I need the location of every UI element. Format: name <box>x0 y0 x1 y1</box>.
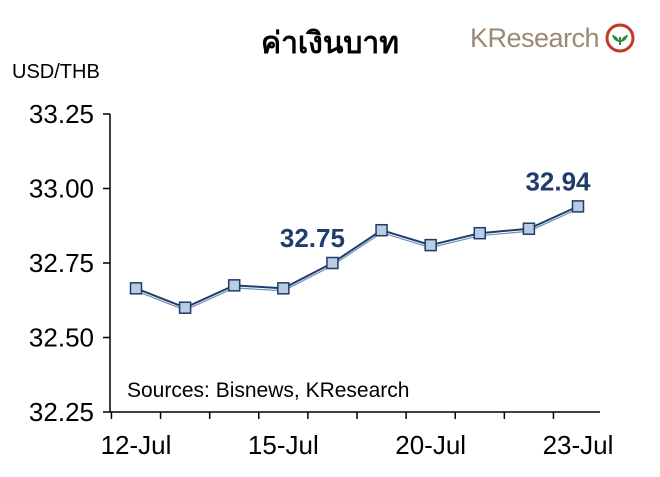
y-tick-label: 32.50 <box>29 323 94 353</box>
y-tick-label: 32.75 <box>29 248 94 278</box>
data-labels: 32.75 32.94 <box>280 166 591 253</box>
y-tick-label: 33.25 <box>29 99 94 129</box>
data-label: 32.94 <box>525 166 591 196</box>
data-point <box>571 200 585 213</box>
data-point <box>522 222 536 235</box>
logo-text: KResearch <box>470 22 600 53</box>
data-point <box>326 256 339 270</box>
data-point <box>178 301 192 314</box>
x-tick-label: 12-Jul <box>101 430 172 460</box>
kbank-leaf-icon <box>605 23 635 53</box>
data-point <box>424 238 437 252</box>
chart-title: ค่าเงินบาท <box>261 26 399 61</box>
y-axis-ticks: 33.25 33.00 32.75 32.50 32.25 <box>29 99 110 427</box>
x-axis-ticks: 12-Jul 15-Jul 20-Jul 23-Jul <box>101 412 614 460</box>
series-group <box>129 200 585 314</box>
data-label: 32.75 <box>280 223 345 253</box>
data-point <box>473 226 487 240</box>
data-point <box>129 282 143 295</box>
data-point <box>277 282 290 295</box>
x-tick-label: 15-Jul <box>248 430 319 460</box>
y-tick-label: 32.25 <box>29 397 94 427</box>
data-point <box>227 279 241 292</box>
series-line-shadow <box>135 208 579 311</box>
y-axis-label: USD/THB <box>12 61 100 83</box>
x-tick-label: 23-Jul <box>543 430 614 460</box>
y-tick-label: 33.00 <box>29 174 94 204</box>
sources-annotation: Sources: Bisnews, KResearch <box>127 379 409 402</box>
chart-axes <box>109 114 600 413</box>
x-tick-label: 20-Jul <box>395 430 466 460</box>
kresearch-logo: KResearch <box>470 18 635 58</box>
data-point <box>375 223 388 237</box>
series-line <box>135 205 579 309</box>
